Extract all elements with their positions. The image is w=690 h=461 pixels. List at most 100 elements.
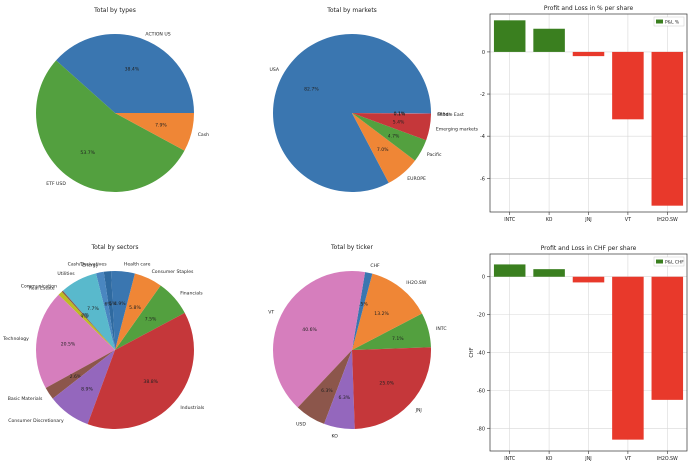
x-tick-label: IH2O.SW — [657, 456, 678, 461]
y-tick-label: 0 — [482, 275, 485, 281]
pie-slice — [36, 60, 185, 193]
slice-label: Cash — [198, 132, 209, 138]
slice-label: JNJ — [415, 407, 422, 413]
pie-chart-4: Total by ticker INTC 7.1% IH2O.SW 13.2% CHF 1.… — [268, 244, 446, 440]
chart-title: Profit and Loss in CHF per share — [541, 245, 637, 252]
pie-chart-3: Total by sectors Financials 7.5% Consumer S… — [2, 244, 205, 429]
pie-slice — [352, 272, 373, 350]
y-tick-label: -60 — [477, 388, 485, 394]
y-tick-label: -2 — [480, 92, 485, 98]
pie-slice — [58, 291, 115, 350]
slice-percent-label: 20.5% — [61, 342, 76, 348]
slice-percent-label: 0.1% — [394, 111, 406, 117]
chart-title: Profit and Loss in % per share — [544, 5, 634, 12]
pie-slice — [103, 271, 115, 350]
slice-percent-label: 1.6% — [100, 302, 112, 308]
bar-chart-2: Profit and Loss in % per share 0 -2 -4 -6 INT… — [480, 5, 688, 223]
slice-percent-label: 7.0% — [377, 147, 389, 153]
bar — [651, 276, 684, 400]
slice-percent-label: 5.8% — [129, 305, 141, 311]
slice-label: Industrials — [180, 405, 205, 411]
y-tick-label: -6 — [480, 176, 485, 182]
legend-label: P&L % — [665, 20, 679, 26]
legend-swatch — [656, 19, 663, 24]
legend: P&L CHF — [653, 256, 685, 267]
legend: P&L % — [653, 16, 685, 27]
pie-slice — [115, 285, 185, 350]
slice-percent-label: 25.0% — [379, 380, 394, 386]
slice-percent-label: 2.6% — [70, 374, 82, 380]
x-tick-label: VT — [625, 456, 631, 461]
bar — [612, 51, 644, 120]
y-tick-label: -4 — [480, 134, 485, 140]
legend-swatch — [656, 259, 663, 264]
slice-label: Technology — [2, 336, 29, 342]
slice-percent-label: 1.5% — [356, 302, 368, 308]
slice-label: Consumer Discretionary — [8, 418, 64, 424]
slice-percent-label: 8.9% — [81, 386, 93, 392]
pie-slice — [272, 271, 366, 408]
slice-label: ETF USD — [46, 181, 66, 187]
slice-label: Energy — [82, 263, 98, 269]
slice-label: Financials — [180, 291, 203, 297]
pie-slice — [324, 350, 355, 429]
pie-chart-0: Total by types ACTION US 38.4% ETF USD 53.7%… — [36, 7, 209, 193]
pie-slice — [87, 312, 194, 429]
y-axis-label: CHF — [469, 347, 475, 357]
slice-percent-label: 7.9% — [155, 123, 167, 129]
pie-slice — [111, 271, 135, 350]
slice-percent-label: 5.4% — [393, 120, 405, 126]
legend-label: P&L CHF — [665, 260, 684, 266]
slice-label: Emerging markets — [436, 127, 479, 133]
slice-label: USA — [269, 67, 279, 73]
pie-slice — [45, 350, 115, 399]
slice-label: Other — [437, 111, 450, 117]
slice-label: ACTION US — [145, 31, 170, 37]
chart-title: Total by ticker — [330, 244, 373, 251]
pie-slice — [297, 350, 352, 424]
pie-slice — [115, 273, 161, 350]
pie-slice — [115, 113, 194, 151]
chart-title: Total by markets — [326, 7, 377, 14]
slice-label: CHF — [370, 263, 380, 269]
slice-label: INTC — [436, 326, 447, 332]
slice-percent-label: 4.9% — [114, 301, 126, 307]
pie-slice — [352, 113, 427, 161]
slice-label: USD — [296, 422, 306, 428]
bar — [572, 51, 605, 57]
x-tick-label: INTC — [504, 217, 516, 223]
slice-percent-label: 7.7% — [87, 306, 99, 312]
pie-slice — [95, 271, 115, 350]
slice-percent-label: 40.6% — [302, 327, 317, 333]
pie-slice — [52, 350, 115, 425]
slice-percent-label: 7.5% — [145, 317, 157, 323]
slice-label: Basic Materials — [8, 396, 43, 402]
slice-percent-label: 1.5% — [105, 301, 117, 307]
legend-box — [653, 256, 685, 267]
x-tick-label: KO — [546, 217, 553, 223]
bar — [572, 276, 605, 283]
slice-label: Health care — [124, 262, 151, 268]
slice-percent-label: 38.4% — [125, 67, 140, 73]
slice-label: Consumer Staples — [152, 269, 194, 275]
slice-label: Middle East — [437, 112, 464, 118]
y-tick-label: -20 — [477, 313, 485, 319]
slice-percent-label: 0.1% — [394, 111, 406, 117]
slice-percent-label: 7.1% — [392, 336, 404, 342]
slice-percent-label: 0.9% — [76, 314, 88, 320]
pie-slice — [61, 290, 115, 350]
x-tick-label: INTC — [504, 456, 516, 461]
slice-percent-label: 6.3% — [321, 388, 333, 394]
chart-title: Total by sectors — [91, 244, 139, 251]
pie-slice — [352, 347, 431, 429]
pie-slice — [62, 273, 115, 350]
slice-label: Cash/Derivatives — [68, 262, 108, 268]
bar — [533, 28, 565, 52]
pie-slice — [352, 113, 416, 183]
y-tick-label: 0 — [482, 50, 485, 56]
slice-label: Utilities — [57, 271, 75, 277]
pie-slice — [352, 113, 432, 114]
x-tick-label: JNJ — [584, 217, 591, 223]
bar — [493, 264, 526, 277]
pie-slice — [35, 294, 116, 388]
